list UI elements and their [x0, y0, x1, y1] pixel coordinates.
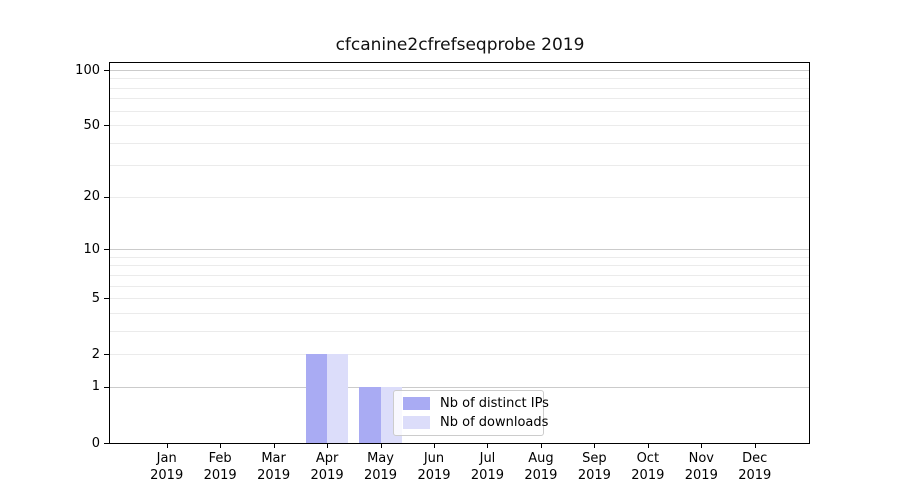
y-tick-label: 20: [83, 189, 100, 205]
legend-entry-downloads: Nb of downloads: [403, 415, 548, 430]
gridline-minor: [110, 330, 809, 332]
x-tick-mark: [754, 443, 756, 448]
x-tick-mark: [380, 443, 382, 448]
gridline-minor: [110, 312, 809, 314]
x-tick-mark: [273, 443, 275, 448]
legend-swatch-distinct-ips-icon: [403, 396, 430, 410]
gridline-major: [110, 249, 809, 251]
legend-label-distinct-ips: Nb of distinct IPs: [440, 395, 549, 411]
bar-downloads: [327, 354, 349, 443]
chart-title: cfcanine2cfrefseqprobe 2019: [335, 35, 585, 55]
x-tick-label: Jul 2019: [470, 451, 504, 483]
gridline-minor: [110, 256, 809, 258]
y-tick-mark: [104, 443, 109, 444]
y-tick-mark: [104, 298, 109, 300]
y-tick-label: 50: [83, 117, 100, 133]
bar-distinct-ips: [305, 354, 328, 443]
x-tick-label: Jan 2019: [150, 451, 184, 483]
y-tick-label: 10: [83, 241, 100, 257]
x-tick-mark: [701, 443, 703, 448]
legend-entry-distinct-ips: Nb of distinct IPs: [403, 396, 549, 411]
legend-label-downloads: Nb of downloads: [440, 415, 549, 431]
y-tick-mark: [104, 196, 109, 198]
gridline-minor: [110, 165, 809, 167]
y-tick-mark: [104, 125, 109, 127]
x-tick-label: Oct 2019: [631, 451, 665, 483]
y-tick-label: 0: [91, 435, 100, 451]
x-tick-mark: [327, 443, 329, 448]
plot-area: [109, 62, 810, 444]
x-tick-mark: [220, 443, 222, 448]
gridline-minor: [110, 354, 809, 356]
gridline-major: [110, 386, 809, 388]
y-tick-label: 1: [91, 379, 100, 395]
gridline-minor: [110, 285, 809, 287]
y-tick-mark: [104, 249, 109, 251]
y-tick-label: 5: [91, 290, 100, 306]
x-tick-label: Sep 2019: [577, 451, 611, 483]
bar-distinct-ips: [359, 386, 381, 443]
y-tick-label: 2: [91, 346, 100, 362]
gridline-minor: [110, 87, 809, 89]
gridline-minor: [110, 298, 809, 300]
gridline-minor: [110, 196, 809, 198]
x-tick-mark: [166, 443, 168, 448]
y-tick-mark: [104, 354, 109, 356]
x-tick-label: Feb 2019: [203, 451, 237, 483]
x-tick-label: Nov 2019: [684, 451, 718, 483]
x-tick-mark: [540, 443, 542, 448]
y-tick-label: 100: [75, 62, 100, 78]
gridline-minor: [110, 78, 809, 80]
x-tick-label: Jun 2019: [417, 451, 451, 483]
gridline-minor: [110, 110, 809, 112]
legend-swatch-downloads-icon: [403, 416, 430, 430]
gridline-major: [110, 70, 809, 71]
gridline-minor: [110, 142, 809, 144]
x-tick-mark: [487, 443, 489, 448]
x-tick-label: Mar 2019: [257, 451, 291, 483]
gridline-minor: [110, 265, 809, 267]
legend: Nb of distinct IPs Nb of downloads: [393, 390, 549, 436]
y-tick-mark: [104, 70, 109, 71]
gridline-minor: [110, 274, 809, 276]
x-tick-mark: [434, 443, 435, 448]
x-tick-mark: [647, 443, 649, 448]
x-tick-label: Aug 2019: [524, 451, 558, 483]
y-tick-mark: [104, 386, 109, 388]
x-tick-label: Dec 2019: [738, 451, 772, 483]
x-tick-label: May 2019: [363, 451, 398, 483]
x-tick-mark: [594, 443, 596, 448]
x-tick-label: Apr 2019: [310, 451, 344, 483]
gridline-minor: [110, 125, 809, 127]
gridline-minor: [110, 98, 809, 100]
